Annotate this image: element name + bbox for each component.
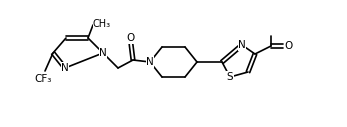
Text: N: N [61,63,69,73]
Text: N: N [99,48,107,58]
Text: CH₃: CH₃ [93,19,111,29]
Text: S: S [227,72,233,82]
Text: N: N [146,57,154,67]
Text: O: O [285,41,293,51]
Text: O: O [127,33,135,43]
Text: CF₃: CF₃ [34,74,52,84]
Text: N: N [238,40,246,50]
